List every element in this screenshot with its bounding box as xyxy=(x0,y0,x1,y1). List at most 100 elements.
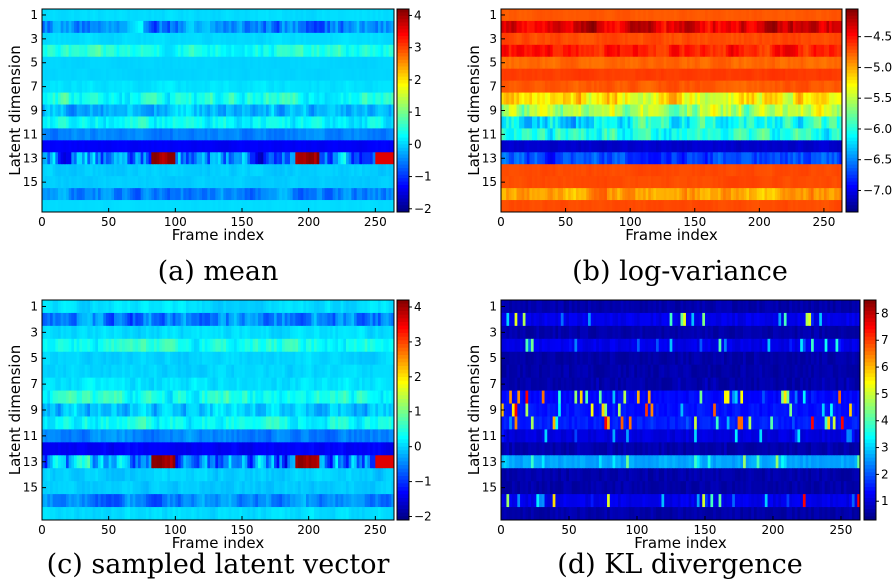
heatmap-cell xyxy=(653,104,657,117)
heatmap-cell xyxy=(710,68,714,82)
heatmap-cell xyxy=(95,9,99,22)
heatmap-cell xyxy=(135,128,139,141)
heatmap-cell xyxy=(116,140,120,153)
heatmap-cell xyxy=(148,300,152,314)
heatmap-cell xyxy=(777,44,781,58)
heatmap-cell xyxy=(316,44,320,58)
heatmap-cell xyxy=(676,176,680,189)
heatmap-cell xyxy=(354,152,358,165)
heatmap-cell xyxy=(764,44,768,58)
heatmap-cell xyxy=(754,104,758,117)
heatmap-cell xyxy=(599,92,603,105)
heatmap-cell xyxy=(58,140,62,153)
heatmap-cell xyxy=(164,164,168,177)
heatmap-cell xyxy=(560,32,564,46)
heatmap-cell xyxy=(767,80,771,93)
heatmap-cell xyxy=(351,104,355,117)
heatmap-cell xyxy=(738,20,742,34)
heatmap-cell xyxy=(186,140,190,153)
heatmap-cell xyxy=(164,68,168,82)
heatmap-cell xyxy=(640,128,644,141)
heatmap-cell xyxy=(705,32,709,46)
heatmap-cell xyxy=(82,200,86,213)
heatmap-cell xyxy=(689,92,693,105)
heatmap-cell xyxy=(199,188,203,201)
heatmap-cell xyxy=(367,164,371,177)
heatmap-cell xyxy=(111,128,115,141)
heatmap-cell xyxy=(627,32,631,46)
heatmap-cell xyxy=(228,200,232,213)
heatmap-cell xyxy=(568,80,572,93)
heatmap-cell xyxy=(79,140,83,153)
heatmap-cell xyxy=(800,164,804,177)
heatmap-cell xyxy=(573,140,577,153)
heatmap-cell xyxy=(661,128,665,141)
heatmap-cell xyxy=(308,92,312,105)
heatmap-cell xyxy=(143,92,147,105)
heatmap-cell xyxy=(274,152,278,165)
heatmap-cell xyxy=(63,80,67,93)
heatmap-cell xyxy=(314,152,318,165)
heatmap-cell xyxy=(725,200,729,213)
heatmap-cell xyxy=(151,44,155,58)
heatmap-cell xyxy=(666,104,670,117)
heatmap-cell xyxy=(692,68,696,82)
heatmap-cell xyxy=(335,32,339,46)
heatmap-cell xyxy=(594,176,597,189)
heatmap-cell xyxy=(550,68,554,82)
heatmap-cell xyxy=(681,92,685,105)
heatmap-cell xyxy=(148,188,152,201)
heatmap-cell xyxy=(725,152,729,165)
heatmap-cell xyxy=(606,152,610,165)
heatmap-cell xyxy=(239,68,243,82)
heatmap-cell xyxy=(303,152,307,165)
heatmap-cell xyxy=(364,152,368,165)
heatmap-cell xyxy=(679,56,683,70)
heatmap-cell xyxy=(591,176,595,189)
heatmap-cell xyxy=(348,116,352,129)
heatmap-cell xyxy=(255,164,259,177)
heatmap-cell xyxy=(586,44,590,58)
heatmap-cell xyxy=(736,32,740,46)
heatmap-cell xyxy=(570,20,574,34)
heatmap-cell xyxy=(370,104,374,117)
heatmap-cell xyxy=(311,176,315,189)
heatmap-cell xyxy=(76,188,80,201)
heatmap-cell xyxy=(186,9,190,22)
heatmap-cell xyxy=(759,164,763,177)
heatmap-cell xyxy=(813,20,817,34)
heatmap-cell xyxy=(44,32,48,46)
heatmap-cell xyxy=(702,116,706,129)
heatmap-cell xyxy=(196,32,200,46)
heatmap-cell xyxy=(194,152,198,165)
heatmap-cell xyxy=(532,128,535,141)
heatmap-cell xyxy=(146,188,150,201)
heatmap-cell xyxy=(547,200,551,213)
heatmap-cell xyxy=(71,44,75,58)
heatmap-cell xyxy=(380,104,384,117)
heatmap-cell xyxy=(604,164,608,177)
heatmap-cell xyxy=(650,68,654,82)
heatmap-cell xyxy=(274,200,278,213)
heatmap-cell xyxy=(674,104,678,117)
colorbar-segment xyxy=(397,76,409,81)
heatmap-cell xyxy=(380,32,384,46)
heatmap-cell xyxy=(749,9,752,22)
heatmap-cell xyxy=(573,116,577,129)
heatmap-cell xyxy=(50,176,54,189)
heatmap-cell xyxy=(666,56,670,70)
heatmap-cell xyxy=(733,20,737,34)
heatmap-cell xyxy=(736,116,740,129)
heatmap-cell xyxy=(798,56,802,70)
heatmap-cell xyxy=(738,32,742,46)
heatmap-cell xyxy=(348,56,352,70)
heatmap-cell xyxy=(563,104,566,117)
heatmap-cell xyxy=(718,116,721,129)
heatmap-cell xyxy=(127,92,131,105)
heatmap-cell xyxy=(532,116,535,129)
heatmap-cell xyxy=(98,188,102,201)
heatmap-cell xyxy=(625,92,628,105)
heatmap-cell xyxy=(710,164,714,177)
heatmap-cell xyxy=(542,164,546,177)
heatmap-cell xyxy=(250,44,254,58)
